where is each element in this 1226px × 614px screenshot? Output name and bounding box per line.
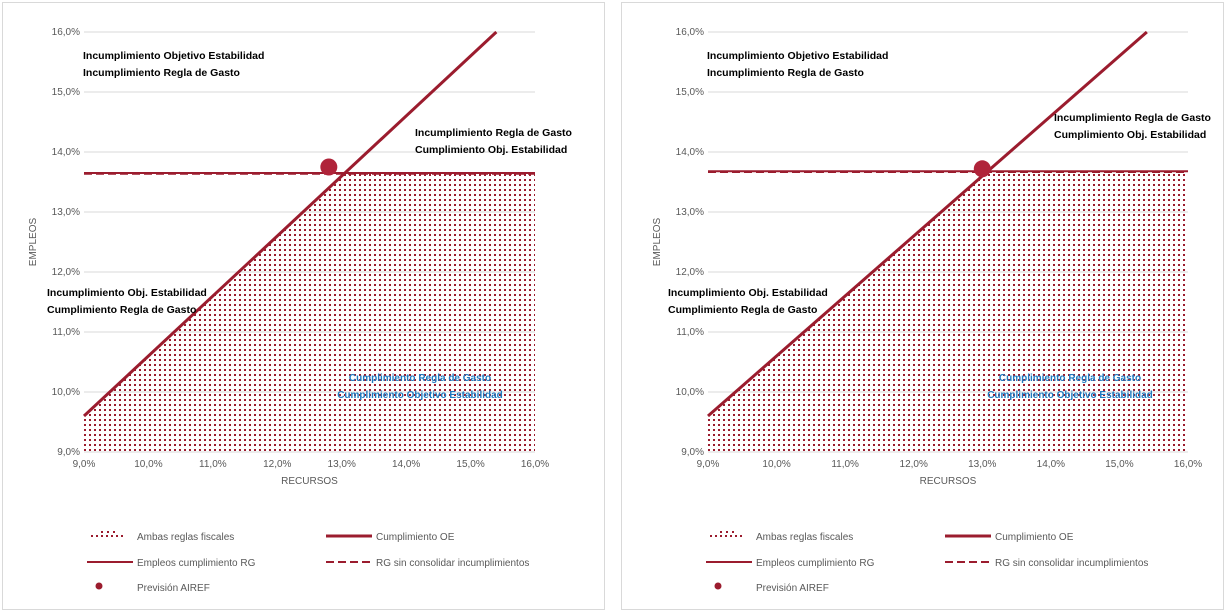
chart-panel-left: 9,0% 10,0% 11,0% 12,0% 13,0% 14,0% 15,0% 16,0% 9… — [2, 2, 605, 610]
region-annotation: Incumplimiento Regla de Gasto — [707, 67, 864, 79]
series-cumplimiento-oe-line — [707, 30, 1148, 418]
x-tick-label: 16,0% — [521, 459, 549, 470]
y-tick-label: 10,0% — [52, 387, 80, 398]
y-tick-label: 10,0% — [676, 387, 704, 398]
y-axis-title: EMPLEOS — [652, 218, 663, 267]
legend-ambas: Ambas reglas fiscales — [756, 532, 853, 543]
region-annotation: Incumplimiento Regla de Gasto — [415, 127, 572, 139]
y-tick-label: 11,0% — [52, 327, 80, 338]
y-tick-label: 16,0% — [676, 27, 704, 38]
chart-svg-left: 9,0% 10,0% 11,0% 12,0% 13,0% 14,0% 15,0% 16,0% 9… — [28, 27, 572, 594]
legend-swatch-dots — [113, 531, 115, 533]
chart-panel-right: 9,0% 10,0% 11,0% 12,0% 13,0% 14,0% 15,0% 16,0% 9… — [621, 2, 1224, 610]
legend-cumplimiento-oe: Cumplimiento OE — [376, 532, 455, 543]
series-cumplimiento-oe-line — [82, 30, 498, 418]
x-tick-label: 11,0% — [831, 459, 859, 470]
legend-rg-sin: RG sin consolidar incumplimientos — [995, 558, 1148, 569]
x-tick-label: 16,0% — [1174, 459, 1202, 470]
legend-swatch-dots — [726, 531, 728, 533]
y-tick-label: 14,0% — [52, 147, 80, 158]
legend-swatch-dots — [101, 531, 103, 533]
legend-swatch-dots — [732, 531, 734, 533]
y-tick-label: 15,0% — [52, 87, 80, 98]
y-tick-label: 9,0% — [681, 447, 704, 458]
series-prevision-airef-point — [973, 160, 991, 178]
legend-swatch-dots — [91, 535, 93, 537]
x-tick-label: 14,0% — [1037, 459, 1065, 470]
legend-swatch-dots — [720, 531, 722, 533]
legend-empleos-rg: Empleos cumplimiento RG — [137, 558, 256, 569]
legend-swatch-dots — [720, 535, 722, 537]
x-tick-label: 13,0% — [968, 459, 996, 470]
x-tick-label: 15,0% — [1105, 459, 1133, 470]
y-tick-label: 9,0% — [57, 447, 80, 458]
x-tick-label: 15,0% — [456, 459, 484, 470]
y-tick-label: 13,0% — [676, 207, 704, 218]
series-prevision-airef-point — [320, 158, 338, 176]
x-tick-label: 11,0% — [199, 459, 227, 470]
region-annotation: Incumplimiento Regla de Gasto — [83, 67, 240, 79]
legend-swatch-dots — [740, 535, 742, 537]
legend-swatch-dots — [735, 535, 737, 537]
region-annotation: Cumplimiento Obj. Estabilidad — [1054, 129, 1206, 141]
legend-rg-sin: RG sin consolidar incumplimientos — [376, 558, 529, 569]
x-tick-label: 13,0% — [328, 459, 356, 470]
legend-empleos-rg: Empleos cumplimiento RG — [756, 558, 875, 569]
region-annotation: Incumplimiento Objetivo Estabilidad — [83, 50, 264, 62]
x-axis-title: RECURSOS — [281, 476, 338, 487]
region-annotation: Cumplimiento Objetivo Estabilidad — [337, 390, 503, 401]
region-annotation: Cumplimiento Obj. Estabilidad — [415, 144, 567, 156]
legend-swatch-dots — [121, 535, 123, 537]
region-annotation: Incumplimiento Objetivo Estabilidad — [707, 50, 888, 62]
shaded-region-ambas-reglas — [84, 173, 535, 452]
x-tick-label: 12,0% — [263, 459, 291, 470]
y-tick-label: 14,0% — [676, 147, 704, 158]
legend-cumplimiento-oe: Cumplimiento OE — [995, 532, 1074, 543]
legend-swatch-dots — [710, 535, 712, 537]
x-tick-label: 10,0% — [762, 459, 790, 470]
legend-swatch-dots — [106, 535, 108, 537]
legend-swatch-dots — [111, 535, 113, 537]
y-tick-label: 13,0% — [52, 207, 80, 218]
legend-prevision: Previsión AIREF — [137, 583, 210, 594]
region-annotation: Cumplimiento Regla de Gasto — [47, 304, 196, 316]
legend-swatch-dots — [116, 535, 118, 537]
legend-swatch-dots — [730, 535, 732, 537]
legend-swatch-dots — [101, 535, 103, 537]
legend-prevision: Previsión AIREF — [756, 583, 829, 594]
x-tick-label: 10,0% — [134, 459, 162, 470]
y-axis-title: EMPLEOS — [28, 218, 39, 267]
legend-swatch-dots — [96, 535, 98, 537]
region-annotation: Cumplimiento Regla de Gasto — [668, 304, 817, 316]
region-annotation: Cumplimiento Objetivo Estabilidad — [987, 390, 1153, 401]
x-tick-label: 9,0% — [73, 459, 96, 470]
region-annotation: Cumplimiento Regla de Gasto — [999, 373, 1141, 384]
x-axis-title: RECURSOS — [920, 476, 977, 487]
shaded-region-ambas-reglas — [708, 171, 1188, 452]
x-tick-label: 9,0% — [697, 459, 720, 470]
legend-swatch-dots — [715, 535, 717, 537]
region-annotation: Incumplimiento Obj. Estabilidad — [668, 287, 828, 299]
y-tick-label: 11,0% — [676, 327, 704, 338]
y-tick-label: 12,0% — [676, 267, 704, 278]
y-tick-label: 16,0% — [52, 27, 80, 38]
x-tick-label: 12,0% — [900, 459, 928, 470]
y-tick-label: 12,0% — [52, 267, 80, 278]
region-annotation: Incumplimiento Regla de Gasto — [1054, 112, 1211, 124]
chart-svg-right: 9,0% 10,0% 11,0% 12,0% 13,0% 14,0% 15,0% 16,0% 9… — [652, 27, 1211, 594]
region-annotation: Incumplimiento Obj. Estabilidad — [47, 287, 207, 299]
legend-swatch-dots — [725, 535, 727, 537]
y-tick-label: 15,0% — [676, 87, 704, 98]
legend-swatch-dot — [95, 582, 103, 590]
region-annotation: Cumplimiento Regla de Gasto — [349, 373, 491, 384]
legend-ambas: Ambas reglas fiscales — [137, 532, 234, 543]
x-tick-label: 14,0% — [392, 459, 420, 470]
legend-swatch-dots — [107, 531, 109, 533]
legend-swatch-dot — [714, 582, 722, 590]
